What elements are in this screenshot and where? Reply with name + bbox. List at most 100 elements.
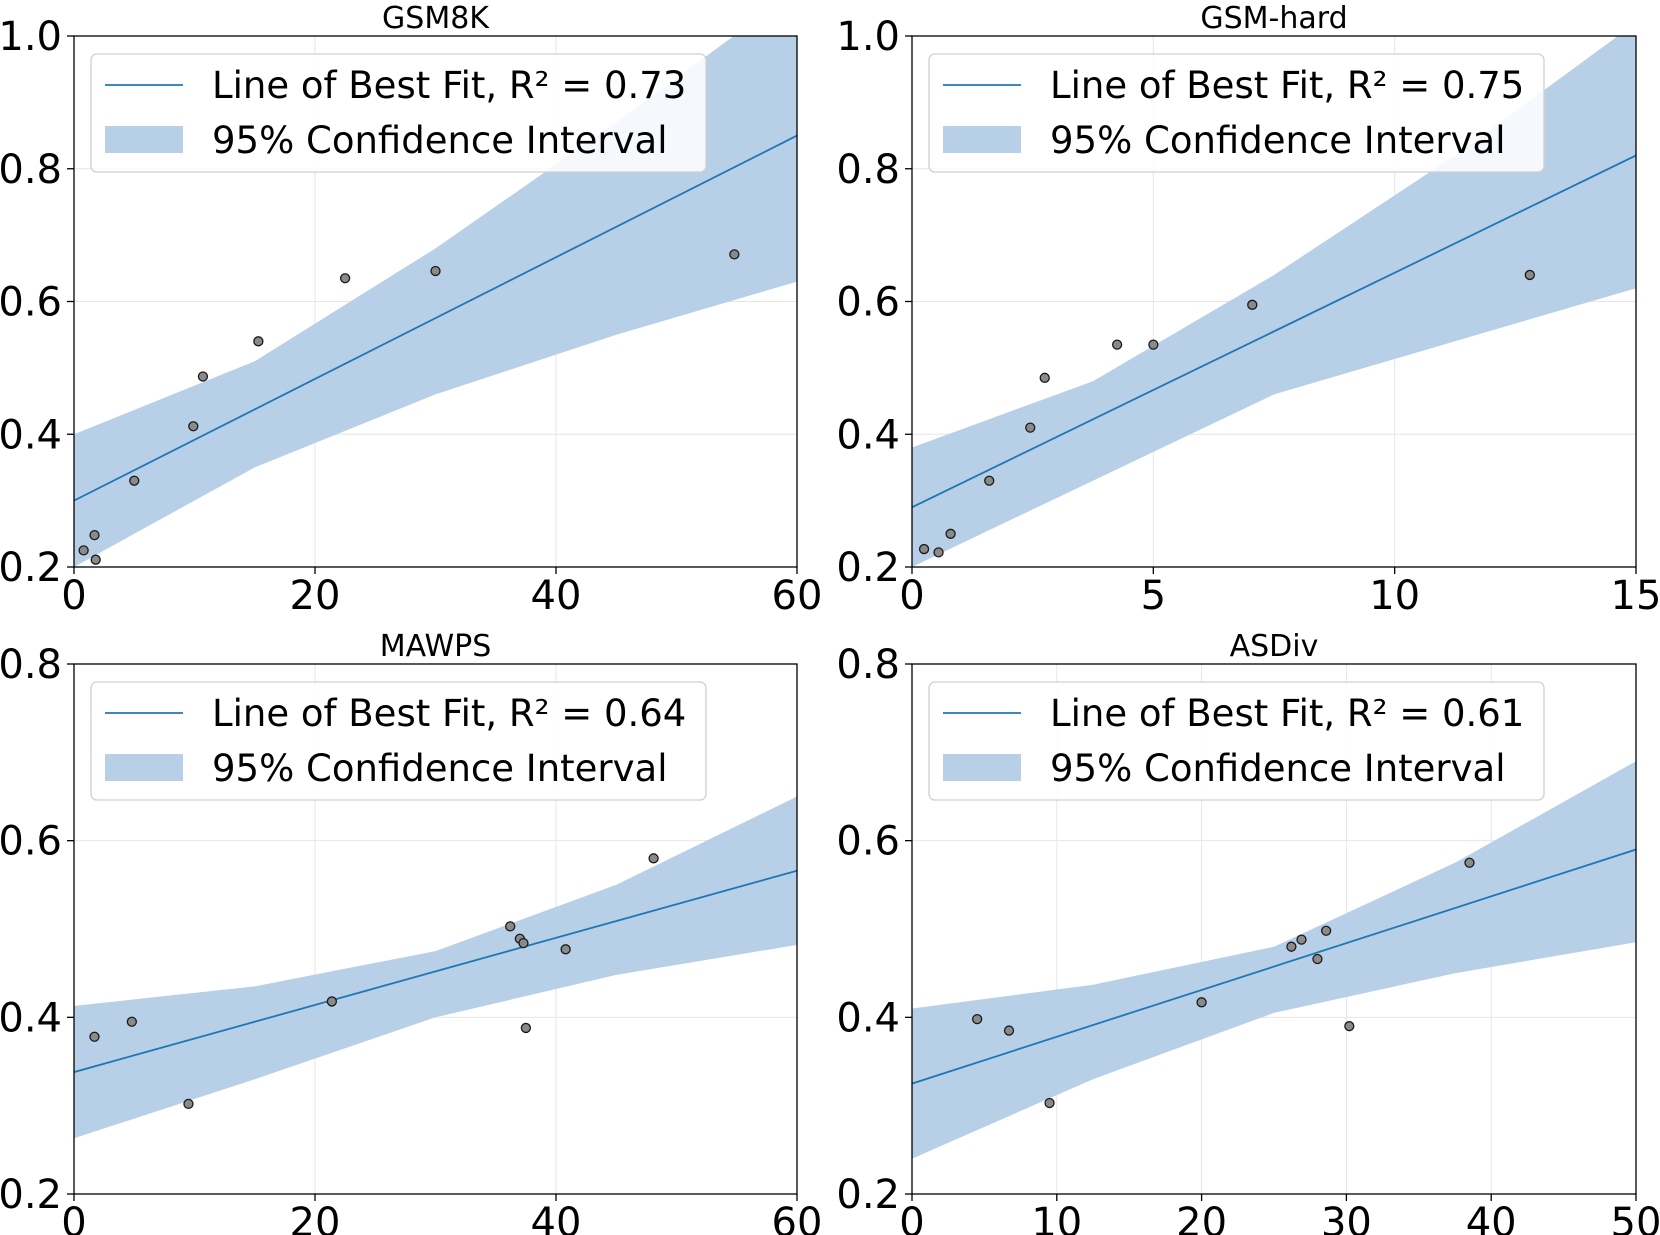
data-point bbox=[78, 545, 89, 556]
y-tick-label: 0.8 bbox=[0, 147, 62, 193]
best-fit-line bbox=[912, 848, 1636, 1085]
data-point bbox=[339, 273, 351, 284]
data-point bbox=[1247, 299, 1258, 310]
data-point bbox=[1286, 941, 1297, 952]
confidence-band bbox=[74, 796, 797, 1139]
data-point bbox=[197, 371, 209, 382]
x-tick-label: 30 bbox=[1321, 1200, 1372, 1235]
y-tick-label: 0.6 bbox=[836, 280, 900, 326]
legend-box bbox=[90, 53, 707, 173]
x-tick-label: 0 bbox=[899, 573, 924, 619]
y-tick-label: 0.6 bbox=[836, 819, 900, 865]
legend-fit-label: Line of Best Fit, R² = 0.75 bbox=[1050, 64, 1524, 107]
data-point bbox=[984, 475, 995, 486]
best-fit-line bbox=[74, 134, 797, 502]
data-point bbox=[518, 937, 529, 949]
data-point bbox=[945, 528, 956, 539]
data-point bbox=[1039, 372, 1050, 383]
y-tick-label: 0.8 bbox=[836, 642, 900, 688]
data-point bbox=[1296, 934, 1307, 945]
data-point bbox=[1312, 953, 1323, 965]
x-tick-label: 50 bbox=[1611, 1200, 1660, 1235]
x-tick-label: 40 bbox=[1466, 1200, 1517, 1235]
x-tick-label: 60 bbox=[772, 573, 823, 619]
panel-title: GSM8K bbox=[382, 1, 490, 36]
data-point bbox=[1003, 1025, 1015, 1036]
x-tick-label: 60 bbox=[772, 1200, 823, 1235]
data-point bbox=[933, 547, 944, 558]
data-point bbox=[430, 265, 441, 277]
data-point bbox=[1344, 1021, 1355, 1032]
legend-ci-label: 95% Confidence Interval bbox=[212, 747, 668, 790]
data-point bbox=[1196, 997, 1207, 1008]
y-tick-label: 0.6 bbox=[0, 280, 62, 326]
legend-ci-swatch bbox=[943, 754, 1021, 781]
confidence-band bbox=[912, 761, 1636, 1159]
panel-title: MAWPS bbox=[380, 629, 492, 664]
data-point bbox=[326, 996, 338, 1007]
data-point bbox=[560, 944, 571, 955]
y-tick-label: 0.6 bbox=[0, 819, 62, 865]
best-fit-line bbox=[912, 154, 1636, 509]
y-tick-label: 0.4 bbox=[836, 412, 900, 458]
y-tick-label: 1.0 bbox=[0, 14, 62, 60]
data-point bbox=[89, 1031, 100, 1042]
best-fit-line bbox=[74, 869, 797, 1073]
data-point bbox=[505, 921, 516, 932]
data-point bbox=[89, 529, 100, 541]
x-tick-label: 15 bbox=[1611, 573, 1660, 619]
y-tick-label: 0.2 bbox=[836, 545, 900, 591]
data-point bbox=[1044, 1097, 1055, 1109]
y-tick-label: 0.4 bbox=[836, 995, 900, 1041]
x-tick-label: 10 bbox=[1369, 573, 1420, 619]
panel-title: ASDiv bbox=[1230, 629, 1319, 664]
legend: Line of Best Fit, R² = 0.75 95% Confidenc… bbox=[928, 53, 1545, 173]
data-point bbox=[129, 475, 140, 486]
data-point bbox=[1464, 857, 1475, 868]
legend-fit-label: Line of Best Fit, R² = 0.73 bbox=[212, 64, 686, 107]
x-tick-label: 0 bbox=[61, 1200, 86, 1235]
legend-fit-label: Line of Best Fit, R² = 0.64 bbox=[212, 692, 686, 735]
legend-ci-label: 95% Confidence Interval bbox=[1050, 119, 1506, 162]
data-point bbox=[1320, 925, 1332, 936]
legend-ci-swatch bbox=[105, 126, 183, 153]
data-point bbox=[1524, 269, 1535, 281]
x-tick-label: 5 bbox=[1141, 573, 1166, 619]
legend-ci-swatch bbox=[943, 126, 1021, 153]
panel-asdiv: 0.2 0.4 0.6 0.8 0 10 20 30 40 50 ASDiv Line of Best… bbox=[836, 629, 1660, 1235]
x-tick-label: 40 bbox=[531, 573, 582, 619]
data-point bbox=[90, 554, 101, 565]
data-point bbox=[253, 336, 264, 347]
data-point bbox=[1111, 339, 1123, 350]
y-tick-label: 0.4 bbox=[0, 412, 62, 458]
data-point bbox=[729, 249, 740, 260]
x-tick-label: 40 bbox=[531, 1200, 582, 1235]
legend-ci-swatch bbox=[105, 754, 183, 781]
x-tick-label: 20 bbox=[290, 1200, 341, 1235]
y-tick-label: 0.2 bbox=[836, 1172, 900, 1218]
x-tick-label: 20 bbox=[1176, 1200, 1227, 1235]
data-point bbox=[520, 1022, 532, 1034]
legend: Line of Best Fit, R² = 0.73 95% Confidenc… bbox=[90, 53, 707, 173]
legend-ci-label: 95% Confidence Interval bbox=[1050, 747, 1506, 790]
data-point bbox=[972, 1013, 983, 1025]
y-tick-label: 0.2 bbox=[0, 1172, 62, 1218]
data-point bbox=[188, 421, 199, 432]
legend-box bbox=[928, 681, 1545, 801]
x-tick-label: 0 bbox=[61, 573, 86, 619]
legend: Line of Best Fit, R² = 0.64 95% Confidenc… bbox=[90, 681, 707, 801]
y-tick-label: 0.4 bbox=[0, 995, 62, 1041]
data-point bbox=[1148, 339, 1159, 350]
data-point bbox=[126, 1016, 137, 1027]
legend-box bbox=[90, 681, 707, 801]
x-tick-label: 20 bbox=[290, 573, 341, 619]
data-point bbox=[1025, 422, 1036, 433]
y-tick-label: 0.8 bbox=[836, 147, 900, 193]
data-point bbox=[918, 543, 930, 555]
axes-frame bbox=[73, 663, 798, 1195]
legend-fit-label: Line of Best Fit, R² = 0.61 bbox=[1050, 692, 1524, 735]
y-tick-label: 1.0 bbox=[836, 14, 900, 60]
x-tick-label: 10 bbox=[1031, 1200, 1082, 1235]
axes-frame bbox=[911, 663, 1637, 1195]
